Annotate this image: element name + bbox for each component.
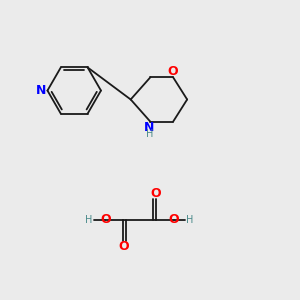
Text: O: O [168, 65, 178, 78]
Text: H: H [186, 215, 194, 225]
Text: O: O [169, 213, 179, 226]
Text: O: O [151, 187, 161, 200]
Text: N: N [36, 84, 46, 97]
Text: H: H [146, 129, 153, 139]
Text: N: N [144, 121, 154, 134]
Text: O: O [100, 213, 111, 226]
Text: O: O [118, 239, 129, 253]
Text: H: H [85, 215, 93, 225]
